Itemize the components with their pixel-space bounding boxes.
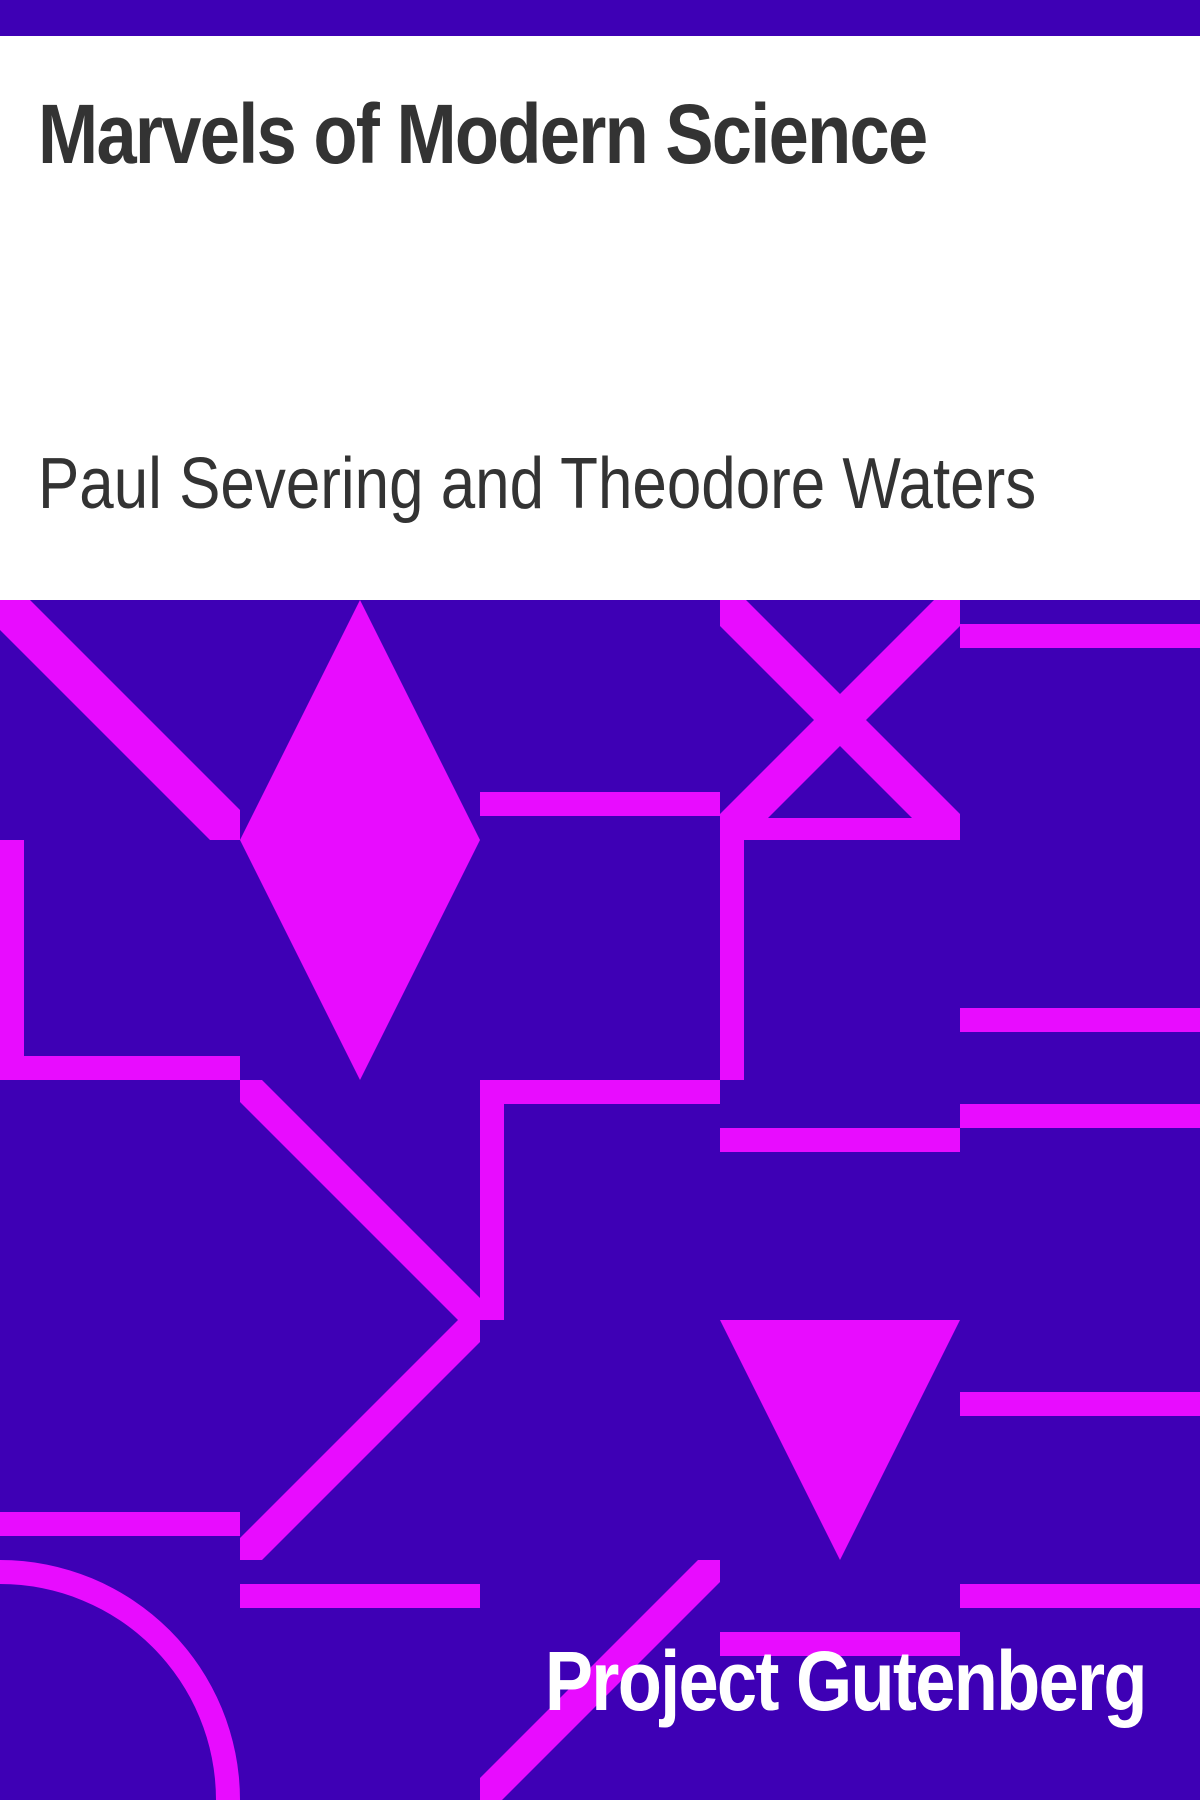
right-bar-6 [960,1584,1200,1608]
step-horizontal-bar [480,1080,720,1104]
right-bar-1 [960,624,1200,648]
diagonal-band-bottom [480,1560,720,1800]
top-color-band [0,0,1200,36]
x-shape-base-bar [720,818,960,840]
quarter-arc [0,1560,240,1800]
geometric-pattern [0,600,1200,1800]
right-bar-5 [960,1392,1200,1416]
right-bar-3 [960,1104,1200,1128]
right-bar-2 [960,1008,1200,1032]
lower-left-bar [0,1512,240,1536]
diagonal-band-top-left [0,600,240,840]
diamond-shape [240,600,480,1080]
lower-mid-bar [240,1584,480,1608]
book-author: Paul Severing and Theodore Waters [38,444,1037,524]
pattern-shapes [0,600,1200,1800]
right-bar-4 [720,1128,960,1152]
book-title: Marvels of Modern Science [38,87,928,181]
inverted-triangle [720,1320,960,1560]
bar-mid-top [480,792,720,816]
cover-art-panel [0,600,1200,1800]
diagonal-band-center [240,1080,480,1320]
lower-right-bar [720,1632,960,1656]
step-vertical-bar [480,1080,504,1320]
publisher-name: Project Gutenberg [545,1634,1148,1728]
right-column-vertical-bar [720,840,744,1080]
diagonal-band-lower [240,1320,480,1560]
left-horizontal-bar [0,1056,240,1080]
left-vertical-bar [0,840,24,1056]
x-shape-stroke-2 [720,600,960,840]
